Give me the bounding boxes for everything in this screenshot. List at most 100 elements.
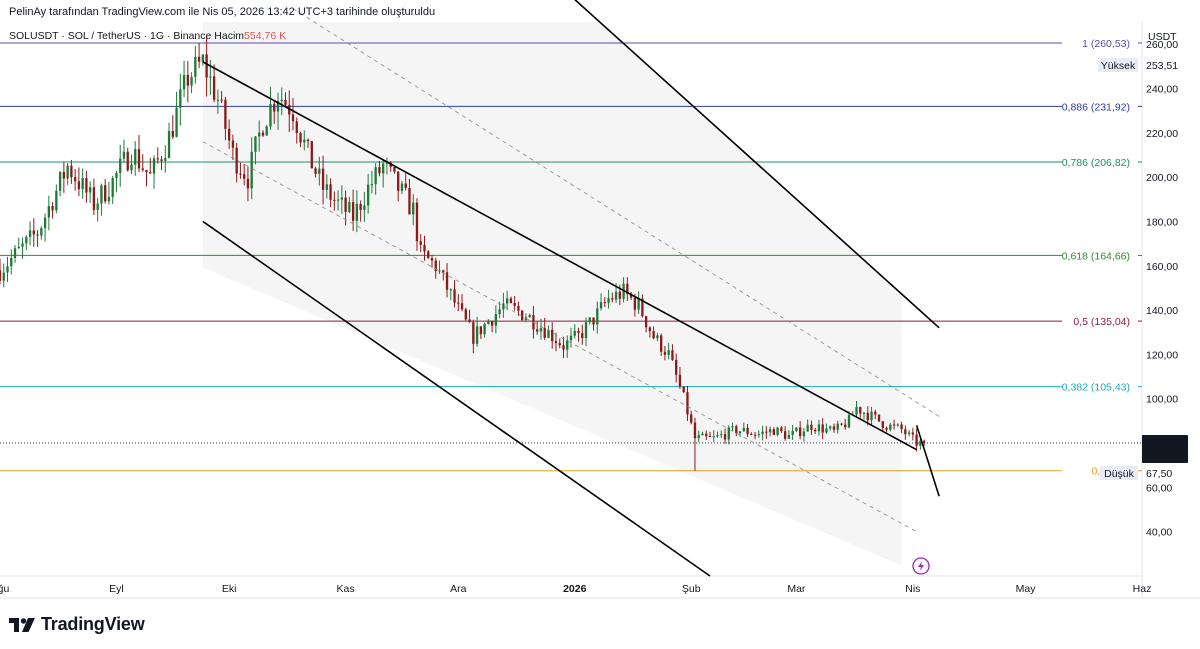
candle-body [104,185,107,202]
candle-body [644,316,648,328]
candle-body [772,429,776,435]
candle-body [877,414,881,422]
candle-body [92,187,96,210]
low-label: Düşük [1104,468,1135,480]
candle-body [513,302,516,306]
candle-body [817,424,821,432]
fib-level-label: 0,618 (164,66) [1062,250,1130,262]
candle-body [768,429,772,433]
candle-body [693,422,697,439]
candle-body [70,165,73,178]
candle-body [280,99,283,102]
candle-body [77,181,81,190]
candle-body [753,434,757,436]
candle-body [832,426,836,430]
symbol-separator: · [58,30,68,42]
candle-body [520,310,524,321]
candle-body [551,329,554,342]
candle-body [321,168,325,190]
price-tick-label: 140,00 [1146,305,1178,317]
candle-body [314,168,317,174]
candle-body [17,246,20,249]
candle-body [62,171,66,179]
fibonacci-retracement[interactable]: 1 (260,53) 0,886 (231,92) 0,786 (206,82) 0,… [0,38,1142,478]
candle-body [404,183,407,188]
time-tick-label: Ağu [0,583,9,595]
time-axis[interactable]: Ağu Eyl Eki Kas Ara 2026 Şub Mar Nis May Haz [0,583,1151,595]
candle-body [36,234,39,236]
symbol-base: SOL / TetherUS [67,30,141,42]
candle-body [58,171,62,191]
candle-body [705,433,708,437]
tradingview-brand[interactable]: TradingView [9,614,145,635]
candle-body [874,411,877,415]
candle-body [562,345,565,350]
candle-body [156,158,159,160]
candle-body [141,168,144,170]
candle-body [885,427,888,430]
candle-body [584,322,588,339]
candle-body [761,431,764,435]
symbol-separator: · [164,30,174,42]
candle-body [656,335,659,339]
time-tick-label: May [1016,583,1037,595]
candle-body [536,329,539,332]
candle-body [209,76,212,78]
candle-body [310,141,313,169]
candle-body [720,434,723,436]
time-tick-label: Eki [222,583,237,595]
candle-body [543,328,546,338]
candle-body [32,230,35,235]
candle-body [442,270,445,273]
candle-body [701,433,704,436]
candle-body [261,132,265,136]
candle-body [149,172,152,174]
candle-body [122,151,126,159]
price-tick-label: 40,00 [1146,527,1172,539]
candle-body [186,74,189,86]
time-tick-label: Haz [1133,583,1152,595]
symbol-separator: · [140,30,151,42]
candle-body [821,424,824,433]
candle-body [182,74,186,90]
candle-body [844,424,847,428]
candle-body [603,302,606,304]
tradingview-logo-icon [9,617,35,632]
candle-body [659,335,663,352]
current-price-tag [1142,434,1188,463]
candle-body [246,178,250,189]
candle-body [716,435,719,437]
candle-body [787,435,791,439]
time-tick-label: Şub [682,583,701,595]
candle-body [51,206,54,211]
candle-body [55,190,58,211]
candle-body [164,157,167,161]
price-axis[interactable]: 40,0060,0080,00100,00120,00140,00160,001… [1146,39,1178,539]
candle-body [596,308,599,325]
low-label-bg [1100,466,1138,480]
candle-body [374,167,377,185]
volume-label: Hacim [214,30,245,42]
candle-body [348,202,351,212]
regression-channel[interactable] [202,0,940,577]
candle-body [231,140,235,148]
candle-body [900,424,903,430]
candle-body [43,217,47,229]
candle-body [445,272,449,290]
symbol-legend[interactable]: SOLUSDT · SOL / TetherUS · 1G · Binance … [9,30,286,42]
candle-body [599,302,603,309]
candle-body [697,435,700,439]
lightning-icon[interactable] [912,557,930,575]
candle-body [0,270,2,281]
candle-body [175,107,178,137]
candle-body [641,298,644,317]
price-tick-label: 260,00 [1146,39,1178,51]
channel-background [202,22,902,566]
candle-body [581,333,584,339]
candle-body [862,412,866,414]
candle-body [453,289,456,303]
candle-body [829,426,832,429]
price-tick-label: 100,00 [1146,394,1178,406]
candle-body [746,428,749,435]
